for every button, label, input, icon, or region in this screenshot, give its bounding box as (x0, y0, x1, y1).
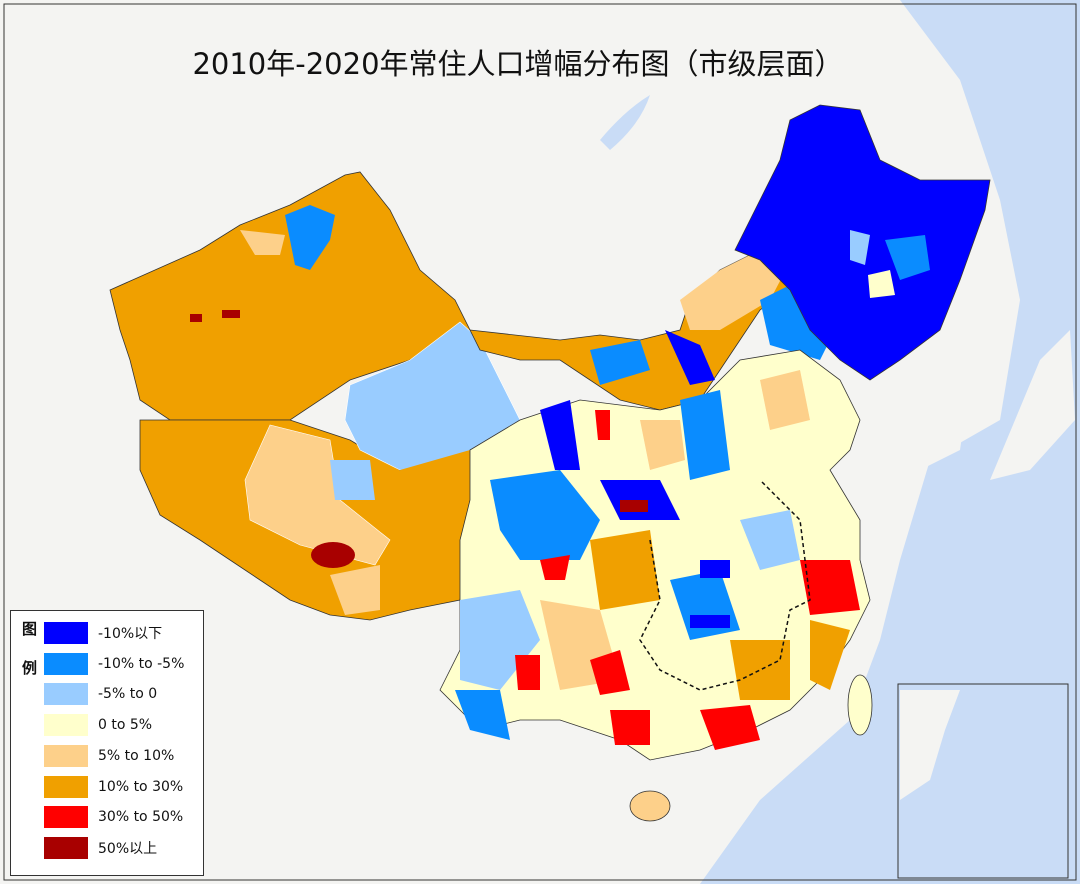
region (665, 330, 715, 385)
region (610, 710, 650, 745)
region (868, 270, 895, 298)
legend-label: -10%以下 (98, 626, 163, 642)
legend-swatch (44, 806, 88, 829)
region (640, 420, 685, 470)
region (590, 530, 660, 610)
region (540, 555, 570, 580)
hainan (629, 790, 671, 822)
region (690, 615, 730, 628)
legend-swatch (44, 775, 88, 798)
map-title: 2010年-2020年常住人口增幅分布图（市级层面） (192, 47, 843, 81)
region (222, 310, 240, 318)
legend-item: 30% to 50% (44, 806, 184, 829)
region (244, 424, 391, 566)
inset-land (900, 690, 960, 800)
legend-label: 50%以上 (98, 840, 158, 857)
legend: 图例 -10%以下 -10% to -5% -5% to 0 0 to 5% 5% to… (10, 610, 204, 876)
lake (600, 95, 650, 150)
legend-label: 5% to 10% (98, 747, 175, 764)
region (455, 690, 510, 740)
korea (890, 330, 970, 470)
frame (3, 3, 1077, 881)
region (800, 560, 860, 615)
region (885, 235, 930, 280)
region (740, 510, 800, 570)
japan (990, 330, 1075, 480)
legend-swatch (44, 622, 88, 644)
legend-swatch (44, 744, 88, 767)
sea (700, 0, 1080, 884)
legend-item: -10% to -5% (44, 652, 185, 675)
region (590, 650, 630, 695)
legend-swatch (44, 714, 88, 737)
legend-item: 50%以上 (44, 836, 158, 859)
legend-label: -5% to 0 (98, 686, 158, 703)
region (285, 205, 335, 270)
legend-item: -5% to 0 (44, 683, 158, 706)
legend-item: 0 to 5% (44, 714, 153, 737)
region (240, 230, 285, 255)
legend-item: 5% to 10% (44, 744, 175, 767)
region (190, 314, 202, 322)
legend-title: 图例 (20, 621, 38, 699)
legend-swatch (44, 683, 88, 706)
region (730, 640, 790, 700)
legend-item: -10%以下 (44, 622, 162, 644)
region (590, 340, 650, 385)
region (850, 230, 870, 265)
boundary (639, 479, 811, 691)
region (330, 460, 375, 500)
legend-swatch (44, 836, 88, 859)
region (680, 390, 730, 480)
region (620, 500, 648, 512)
legend-label: 30% to 50% (98, 809, 184, 826)
region (330, 565, 380, 615)
region (700, 560, 730, 578)
region (490, 470, 600, 560)
taiwan (847, 674, 873, 736)
legend-item: 10% to 30% (44, 775, 184, 798)
region (810, 620, 850, 690)
legend-swatch (44, 652, 88, 675)
legend-label: 10% to 30% (98, 778, 184, 795)
region (595, 410, 610, 440)
region (515, 655, 540, 690)
legend-label: 0 to 5% (98, 717, 153, 734)
region (700, 705, 760, 750)
region (760, 370, 810, 430)
legend-label: -10% to -5% (98, 655, 185, 672)
region (311, 542, 355, 568)
region (680, 250, 790, 330)
region (540, 400, 580, 470)
